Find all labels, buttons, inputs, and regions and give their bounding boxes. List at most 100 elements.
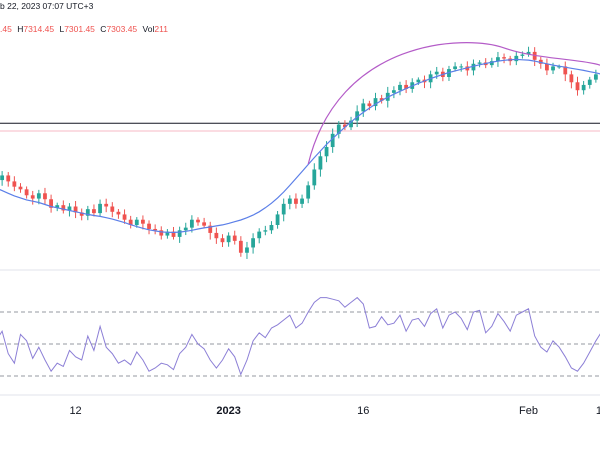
candle-body [459, 66, 464, 68]
x-tick-label: 13 [596, 405, 600, 417]
candle [55, 202, 60, 212]
candle [6, 172, 11, 187]
candle [526, 46, 531, 57]
candle-body [110, 206, 115, 212]
candle-body [373, 98, 378, 107]
candle [471, 59, 476, 76]
candle-body [489, 61, 494, 66]
candle-body [477, 62, 482, 64]
ma-line [0, 58, 600, 234]
candle-body [55, 205, 60, 208]
candle [85, 205, 90, 221]
candle [232, 230, 237, 245]
candle [593, 69, 598, 83]
candle [318, 151, 323, 177]
candle-body [183, 227, 188, 231]
candle [12, 176, 17, 192]
vol-label: Vol [142, 24, 155, 34]
moving-average [0, 58, 600, 234]
candle-body [526, 51, 531, 55]
x-tick-label: Feb [519, 405, 538, 417]
low-label: L [59, 24, 65, 34]
candle-body [147, 223, 151, 229]
candle-body [269, 225, 274, 231]
candle-body [226, 235, 231, 243]
candle-body [30, 195, 35, 199]
candle-body [416, 79, 421, 83]
candle [514, 50, 519, 66]
candle [177, 226, 182, 243]
candle-body [294, 198, 298, 204]
x-tick-label: 12 [69, 405, 81, 417]
candle-body [496, 57, 500, 62]
candle-body [36, 193, 41, 199]
candle [391, 86, 396, 99]
candle [373, 92, 378, 111]
candle [49, 194, 53, 213]
candle-body [557, 66, 562, 68]
candle-body [398, 84, 402, 91]
candle-body [532, 51, 537, 60]
high-value: 7314.45 [23, 24, 55, 34]
candle [73, 200, 78, 219]
candle [496, 51, 500, 67]
x-tick-label: 16 [357, 405, 369, 417]
candle-body [202, 222, 207, 226]
candle [18, 183, 23, 193]
candle-body [67, 206, 72, 211]
candle-body [79, 212, 84, 216]
candle [502, 53, 506, 64]
candle [202, 217, 207, 229]
candle-body [312, 169, 317, 186]
candle-body [134, 219, 139, 225]
candle [238, 236, 243, 257]
candle [159, 226, 164, 240]
candle [563, 61, 568, 82]
candle [189, 215, 194, 233]
arc-drawing[interactable] [307, 42, 600, 165]
candle-body [128, 219, 133, 225]
candle-body [159, 230, 164, 236]
candle-body [330, 133, 335, 148]
candle-body [6, 175, 11, 182]
candle-body [318, 156, 323, 170]
candle [306, 181, 311, 204]
candle [110, 202, 115, 218]
candle [263, 225, 268, 236]
candle [581, 80, 586, 95]
candle [330, 128, 335, 153]
candle [165, 229, 170, 239]
candle [122, 209, 127, 224]
candle [67, 203, 72, 217]
candle [404, 80, 409, 94]
candle [92, 204, 96, 217]
candle [300, 194, 304, 208]
candle [398, 81, 402, 96]
candle [226, 232, 231, 247]
candle [465, 61, 470, 76]
candle-body [520, 54, 525, 56]
candle-body [361, 103, 366, 112]
candle [257, 228, 262, 244]
candle [269, 221, 274, 234]
candle-body [300, 198, 304, 204]
candle-body [575, 82, 580, 91]
candle-body [538, 59, 543, 64]
candle-body [73, 206, 78, 213]
candle-body [104, 203, 109, 207]
candle-body [287, 198, 292, 204]
candle-body [551, 66, 555, 71]
candle-body [61, 205, 66, 211]
candle [245, 241, 249, 259]
rsi-line [0, 296, 600, 376]
candle-body [251, 238, 255, 248]
candle [128, 215, 133, 229]
candle [220, 234, 225, 248]
candle-body [214, 232, 219, 239]
candle-body [177, 230, 182, 237]
candle-body [404, 84, 409, 89]
datetime-header: b 22, 2023 07:07 UTC+3 [0, 1, 93, 15]
candle-body [465, 66, 470, 71]
candle [171, 226, 176, 240]
